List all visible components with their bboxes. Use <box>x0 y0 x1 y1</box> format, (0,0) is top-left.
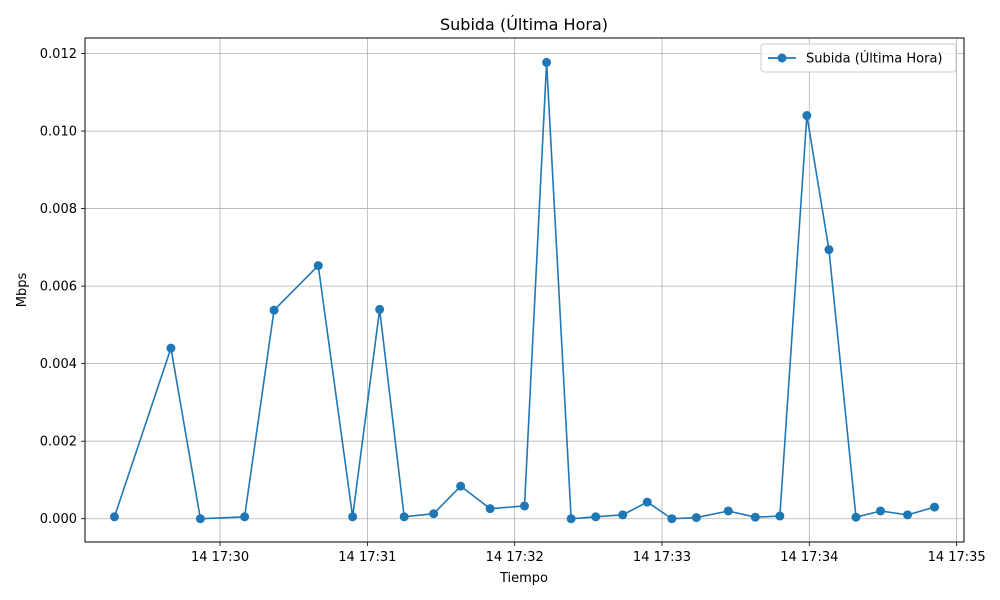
data-point <box>591 512 600 521</box>
x-tick-label: 14 17:30 <box>191 550 249 565</box>
data-point <box>851 513 860 522</box>
data-point <box>486 504 495 513</box>
data-point <box>667 514 676 523</box>
y-axis-label: Mbps <box>15 273 30 308</box>
data-point <box>824 245 833 254</box>
data-point <box>876 506 885 515</box>
data-point <box>930 503 939 512</box>
x-axis-label: Tiempo <box>499 571 548 586</box>
data-point <box>110 512 119 521</box>
data-point <box>643 498 652 507</box>
data-point <box>400 512 409 521</box>
x-tick-label: 14 17:32 <box>486 550 544 565</box>
data-point <box>166 344 175 353</box>
data-point <box>270 306 279 315</box>
data-point <box>375 305 384 314</box>
data-point <box>775 512 784 521</box>
data-point <box>802 111 811 120</box>
data-point <box>903 510 912 519</box>
x-tick-label: 14 17:34 <box>780 550 838 565</box>
y-tick-label: 0.000 <box>40 512 77 527</box>
data-point <box>692 513 701 522</box>
chart-title: Subida (Última Hora) <box>440 15 608 34</box>
x-tick-label: 14 17:31 <box>338 550 396 565</box>
y-tick-label: 0.004 <box>40 357 77 372</box>
data-point <box>724 506 733 515</box>
legend-label: Subida (Última Hora) <box>806 51 943 67</box>
data-point <box>429 509 438 518</box>
y-tick-label: 0.012 <box>40 47 77 62</box>
y-tick-label: 0.002 <box>40 435 77 450</box>
data-point <box>567 514 576 523</box>
data-point <box>348 512 357 521</box>
y-tick-label: 0.006 <box>40 280 77 295</box>
data-point <box>520 501 529 510</box>
y-tick-label: 0.010 <box>40 125 77 140</box>
x-tick-label: 14 17:33 <box>633 550 691 565</box>
data-point <box>314 261 323 270</box>
data-point <box>240 512 249 521</box>
data-point <box>456 482 465 491</box>
x-tick-label: 14 17:35 <box>928 550 986 565</box>
data-point <box>196 514 205 523</box>
data-point <box>542 58 551 67</box>
data-point <box>618 510 627 519</box>
y-tick-label: 0.008 <box>40 202 77 217</box>
data-point <box>751 513 760 522</box>
legend-marker <box>778 54 787 63</box>
legend: Subida (Última Hora) <box>761 44 956 72</box>
